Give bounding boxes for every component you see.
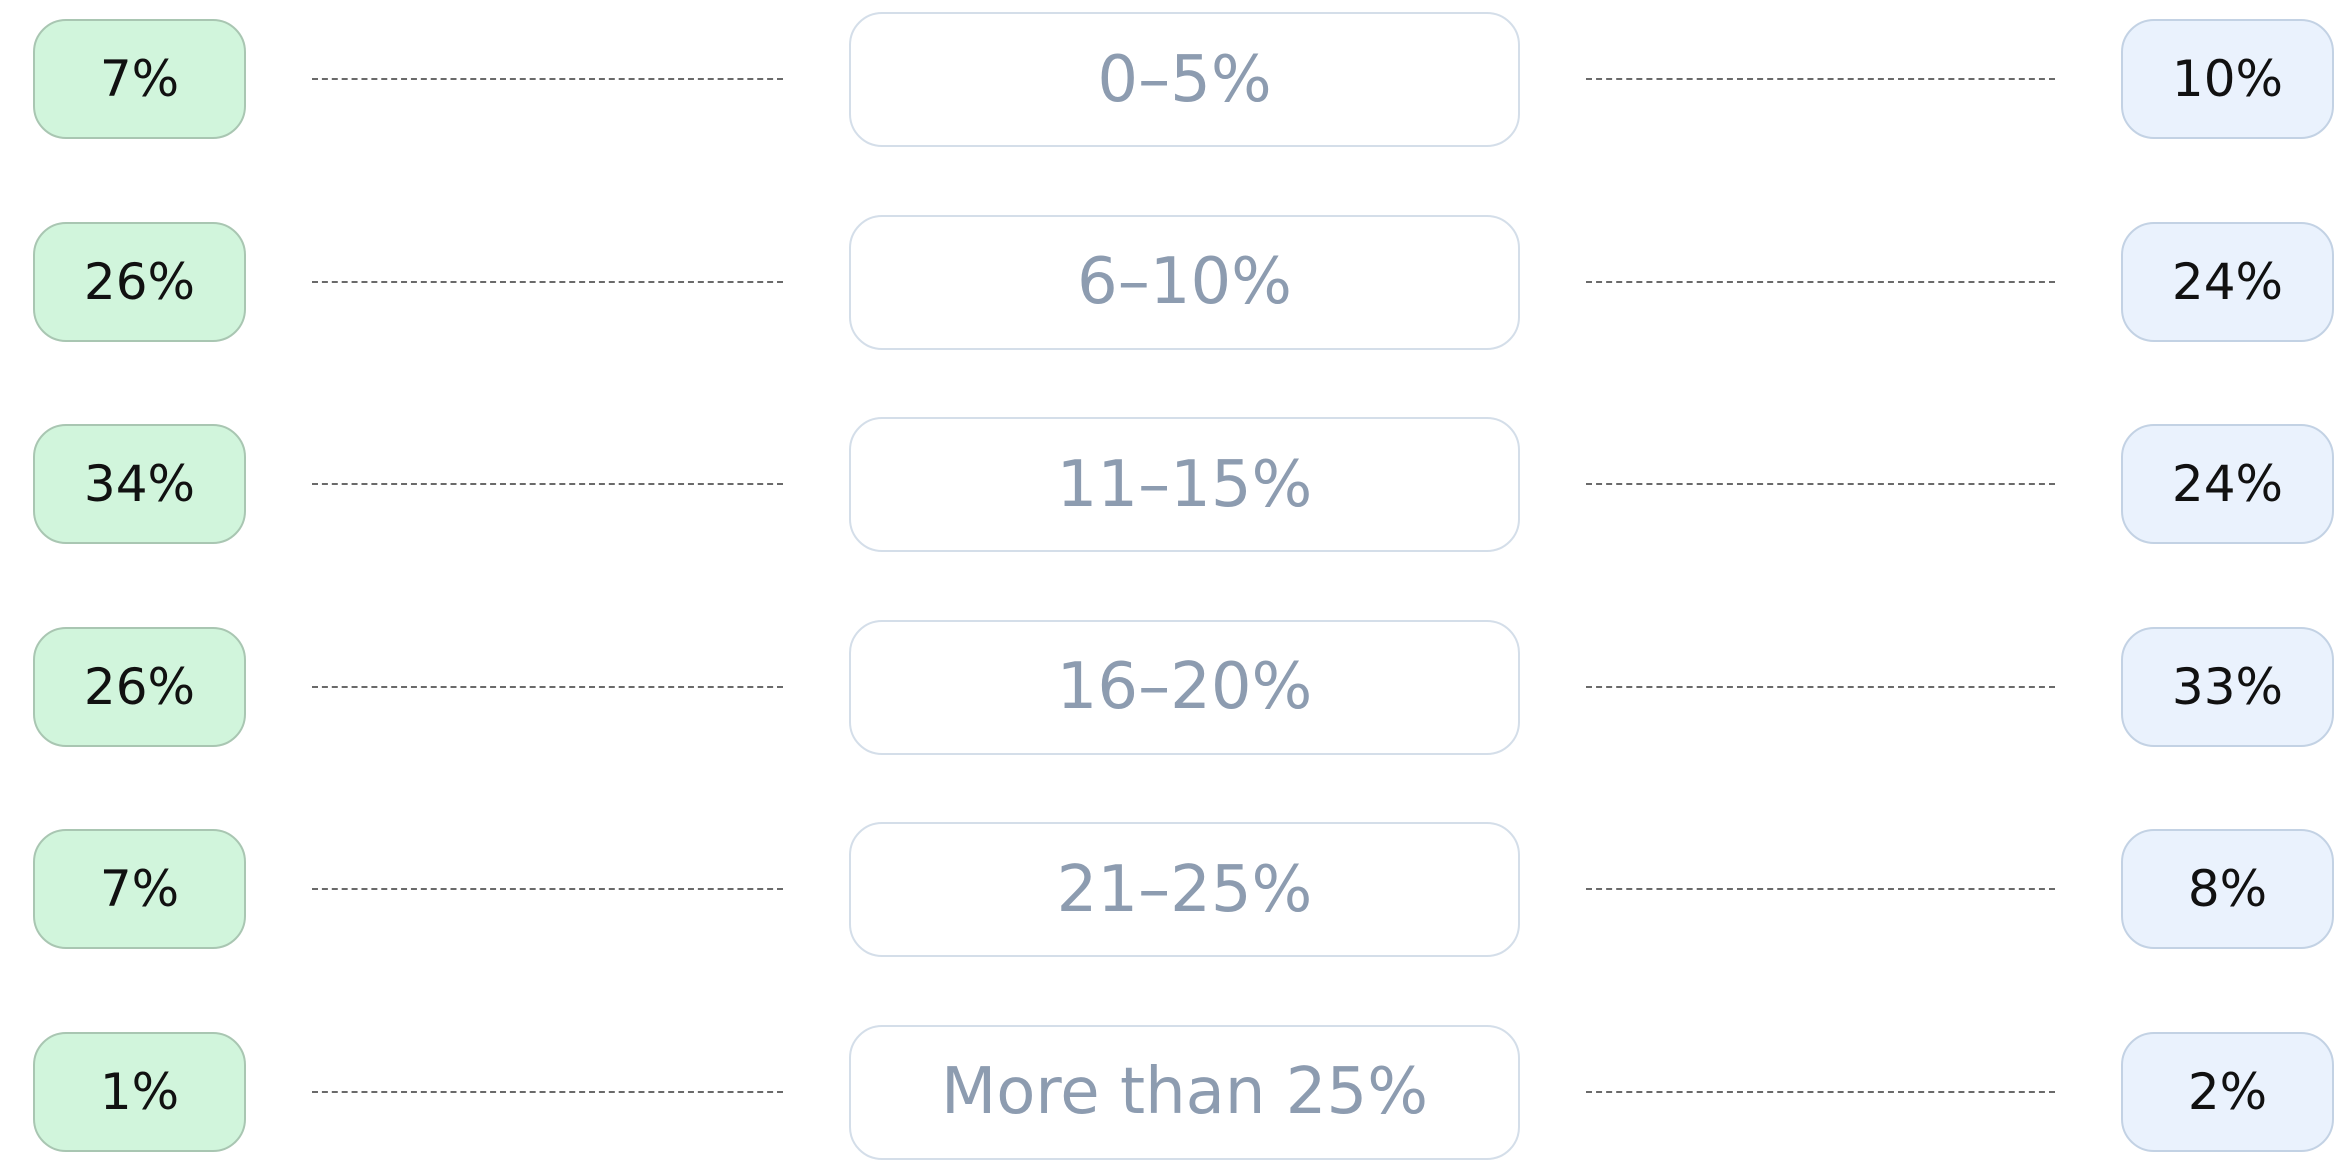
left-value: 34%	[33, 424, 246, 544]
connector	[312, 280, 783, 283]
right-value: 10%	[2121, 19, 2334, 139]
right-value: 24%	[2121, 221, 2334, 342]
range-label: 21–25%	[849, 822, 1520, 957]
connector	[1586, 1090, 2055, 1093]
connector	[1586, 280, 2055, 283]
comparison-row: 34% 11–15% 24%	[0, 417, 2352, 552]
connector	[312, 483, 783, 485]
left-value: 7%	[33, 19, 246, 139]
right-value: 24%	[2121, 424, 2334, 544]
right-value: 33%	[2121, 626, 2334, 747]
left-value: 1%	[33, 1031, 246, 1152]
range-label: 0–5%	[849, 12, 1520, 147]
range-label: 16–20%	[849, 619, 1520, 755]
connector	[312, 888, 783, 890]
left-value: 7%	[33, 829, 246, 949]
range-label: 6–10%	[849, 214, 1520, 350]
left-value: 26%	[33, 221, 246, 342]
right-value: 2%	[2121, 1031, 2334, 1152]
comparison-row: 26% 16–20% 33%	[0, 619, 2352, 755]
connector	[1586, 888, 2055, 890]
connector	[1586, 483, 2055, 485]
comparison-row: 7% 0–5% 10%	[0, 12, 2352, 147]
range-label: More than 25%	[849, 1024, 1520, 1160]
connector	[1586, 78, 2055, 80]
range-label: 11–15%	[849, 417, 1520, 552]
connector	[312, 78, 783, 80]
left-value: 26%	[33, 626, 246, 747]
comparison-row: 7% 21–25% 8%	[0, 822, 2352, 957]
connector	[312, 1090, 783, 1093]
connector	[1586, 685, 2055, 688]
right-value: 8%	[2121, 829, 2334, 949]
connector	[312, 685, 783, 688]
comparison-row: 26% 6–10% 24%	[0, 214, 2352, 350]
comparison-row: 1% More than 25% 2%	[0, 1024, 2352, 1160]
